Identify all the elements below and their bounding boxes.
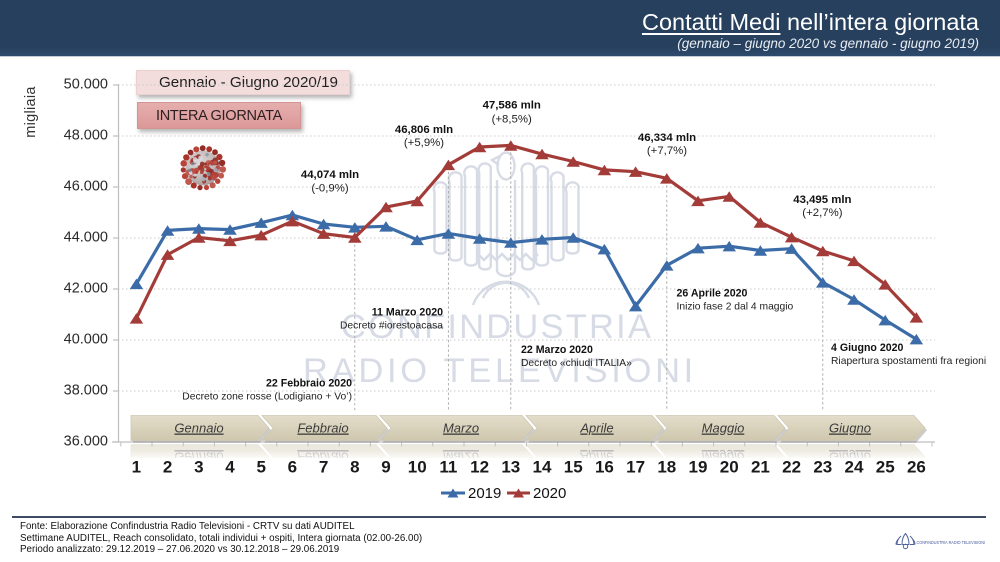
- svg-text:Gennaio: Gennaio: [174, 450, 223, 465]
- svg-text:46,806 mln: 46,806 mln: [395, 124, 453, 136]
- svg-text:Aprile: Aprile: [579, 450, 613, 465]
- svg-text:42.000: 42.000: [64, 281, 108, 297]
- svg-text:Giugno: Giugno: [829, 450, 871, 465]
- svg-text:2: 2: [163, 458, 172, 477]
- svg-text:Aprile: Aprile: [579, 421, 613, 436]
- svg-text:Gennaio: Gennaio: [174, 421, 223, 436]
- svg-text:Marzo: Marzo: [443, 450, 479, 465]
- svg-text:10: 10: [408, 458, 427, 477]
- svg-text:Marzo: Marzo: [443, 421, 479, 436]
- svg-text:Giugno: Giugno: [829, 421, 871, 436]
- svg-text:26: 26: [907, 458, 926, 477]
- svg-text:4 Giugno 2020: 4 Giugno 2020: [831, 342, 904, 354]
- svg-text:46,334 mln: 46,334 mln: [638, 132, 696, 144]
- svg-text:48.000: 48.000: [64, 128, 108, 144]
- svg-text:Febbraio: Febbraio: [297, 421, 348, 436]
- svg-text:8: 8: [350, 458, 359, 477]
- svg-text:50.000: 50.000: [64, 77, 108, 93]
- svg-text:Maggio: Maggio: [702, 421, 745, 436]
- svg-text:Riapertura spostamenti fra reg: Riapertura spostamenti fra regioni: [831, 356, 986, 367]
- svg-text:44,074 mln: 44,074 mln: [301, 169, 359, 181]
- svg-text:2020: 2020: [533, 485, 566, 502]
- svg-text:22 Febbraio 2020: 22 Febbraio 2020: [266, 378, 352, 390]
- svg-text:1: 1: [132, 458, 141, 477]
- svg-text:2019: 2019: [468, 485, 501, 502]
- svg-text:23: 23: [813, 458, 832, 477]
- svg-text:(+7,7%): (+7,7%): [647, 145, 687, 157]
- svg-text:Decreto zone rosse (Lodigiano: Decreto zone rosse (Lodigiano + Vo’): [182, 392, 352, 403]
- svg-text:Inizio fase 2 dal 4 maggio: Inizio fase 2 dal 4 maggio: [677, 302, 794, 313]
- svg-text:Decreto «chiudi ITALIA»: Decreto «chiudi ITALIA»: [521, 358, 632, 369]
- svg-text:43,495 mln: 43,495 mln: [793, 194, 851, 206]
- svg-text:11 Marzo 2020: 11 Marzo 2020: [372, 307, 443, 319]
- svg-text:6: 6: [288, 458, 297, 477]
- svg-text:12: 12: [470, 458, 489, 477]
- svg-text:11: 11: [439, 458, 457, 477]
- svg-text:7: 7: [319, 458, 328, 477]
- svg-text:38.000: 38.000: [64, 383, 108, 399]
- svg-text:26 Aprile 2020: 26 Aprile 2020: [677, 288, 748, 300]
- svg-text:17: 17: [626, 458, 645, 477]
- svg-text:22: 22: [782, 458, 801, 477]
- svg-text:Febbraio: Febbraio: [297, 450, 348, 465]
- svg-text:(+2,7%): (+2,7%): [802, 207, 842, 219]
- svg-text:RADIO TELEVISIONI: RADIO TELEVISIONI: [303, 352, 697, 390]
- svg-text:15: 15: [564, 458, 583, 477]
- svg-text:Decreto #iorestoacasa: Decreto #iorestoacasa: [340, 321, 443, 332]
- svg-text:5: 5: [256, 458, 265, 477]
- svg-text:47,586 mln: 47,586 mln: [483, 100, 541, 112]
- svg-text:18: 18: [657, 458, 676, 477]
- svg-text:46.000: 46.000: [64, 179, 108, 195]
- svg-text:13: 13: [501, 458, 520, 477]
- svg-text:21: 21: [751, 458, 770, 477]
- svg-text:19: 19: [689, 458, 708, 477]
- svg-text:(+5,9%): (+5,9%): [404, 137, 444, 149]
- svg-text:25: 25: [876, 458, 895, 477]
- svg-text:24: 24: [845, 458, 864, 477]
- svg-text:36.000: 36.000: [64, 434, 108, 450]
- svg-text:16: 16: [595, 458, 614, 477]
- svg-text:4: 4: [225, 458, 235, 477]
- svg-text:(+8,5%): (+8,5%): [492, 114, 532, 126]
- svg-text:CONFINDUSTRIA RADIO TELEVISION: CONFINDUSTRIA RADIO TELEVISIONI: [917, 540, 986, 545]
- svg-text:Maggio: Maggio: [702, 450, 745, 465]
- svg-text:(-0,9%): (-0,9%): [311, 183, 349, 195]
- svg-text:44.000: 44.000: [64, 230, 108, 246]
- svg-text:3: 3: [194, 458, 203, 477]
- svg-text:9: 9: [381, 458, 390, 477]
- svg-text:40.000: 40.000: [64, 332, 108, 348]
- svg-text:14: 14: [533, 458, 552, 477]
- svg-text:20: 20: [720, 458, 739, 477]
- svg-text:22 Marzo 2020: 22 Marzo 2020: [521, 344, 593, 356]
